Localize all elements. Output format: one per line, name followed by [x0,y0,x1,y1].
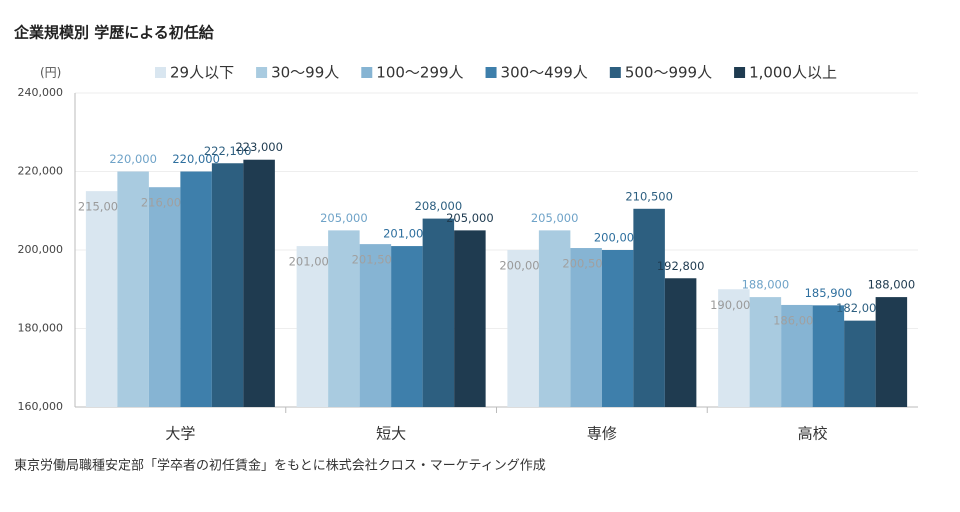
bar [781,304,813,407]
data-label: 201,000 [289,255,337,269]
legend-swatch [361,67,373,78]
bar [391,246,423,407]
chart-title: 企業規模別 学歴による初任給 [13,24,215,42]
y-tick-label: 200,000 [18,243,64,256]
data-label: 188,000 [868,278,916,292]
data-label: 205,000 [320,211,368,225]
source-note: 東京労働局職種安定部「学卒者の初任賃金」をもとに株式会社クロス・マーケティング作… [14,458,546,474]
data-label: 188,000 [742,278,790,292]
x-tick-label: 大学 [165,425,195,443]
bar [180,171,212,407]
legend-swatch [485,67,497,78]
data-label: 208,000 [415,199,463,213]
data-label: 205,000 [531,211,579,225]
data-label: 210,500 [625,189,673,203]
data-label: 192,800 [657,259,705,273]
data-label: 216,000 [141,196,189,210]
data-label: 185,900 [805,286,853,300]
bar [812,305,845,407]
legend-swatch [609,67,621,78]
bar [148,187,181,407]
data-label: 220,000 [172,152,220,166]
bar [664,278,697,407]
bar [117,171,149,407]
data-label: 200,000 [594,231,642,245]
legend-label: 30〜99人 [271,64,339,82]
data-label: 200,000 [499,259,547,273]
data-label: 223,000 [235,140,283,154]
legend-swatch [256,67,268,78]
bar [749,297,782,407]
bar [844,320,876,407]
y-unit: (円) [40,66,61,80]
bar [538,230,571,407]
data-label: 190,000 [710,298,758,312]
bar [359,244,392,407]
legend-swatch [734,67,746,78]
y-tick-label: 160,000 [18,400,64,413]
bar [570,248,602,407]
bar [243,159,275,407]
legend-label: 500〜999人 [625,64,712,82]
bar [296,246,329,407]
legend-swatch [155,67,166,78]
legend-label: 1,000人以上 [749,64,837,82]
legend-label: 100〜299人 [376,64,463,82]
data-label: 215,000 [78,200,126,214]
y-tick-label: 180,000 [18,322,64,335]
data-label: 205,000 [446,211,494,225]
bar [85,191,118,407]
x-tick-label: 高校 [798,425,828,443]
legend-label: 300〜499人 [501,64,588,82]
bar [211,163,244,407]
bar [454,230,486,407]
data-label: 200,500 [562,257,610,271]
data-label: 201,500 [352,253,400,267]
legend-label: 29人以下 [170,64,234,82]
y-tick-label: 240,000 [18,86,64,99]
x-tick-label: 短大 [376,425,406,443]
data-label: 186,000 [773,313,821,327]
bar [422,218,455,407]
data-label: 182,000 [836,301,884,315]
bar [601,250,634,407]
bar [507,250,539,407]
bar [633,208,665,407]
data-label: 201,000 [383,227,431,241]
y-tick-label: 220,000 [18,165,64,178]
x-tick-label: 専修 [587,425,617,443]
bar [718,289,750,407]
data-label: 222,100 [204,144,252,158]
bar [328,230,360,407]
bar [875,297,908,407]
data-label: 220,000 [109,152,157,166]
